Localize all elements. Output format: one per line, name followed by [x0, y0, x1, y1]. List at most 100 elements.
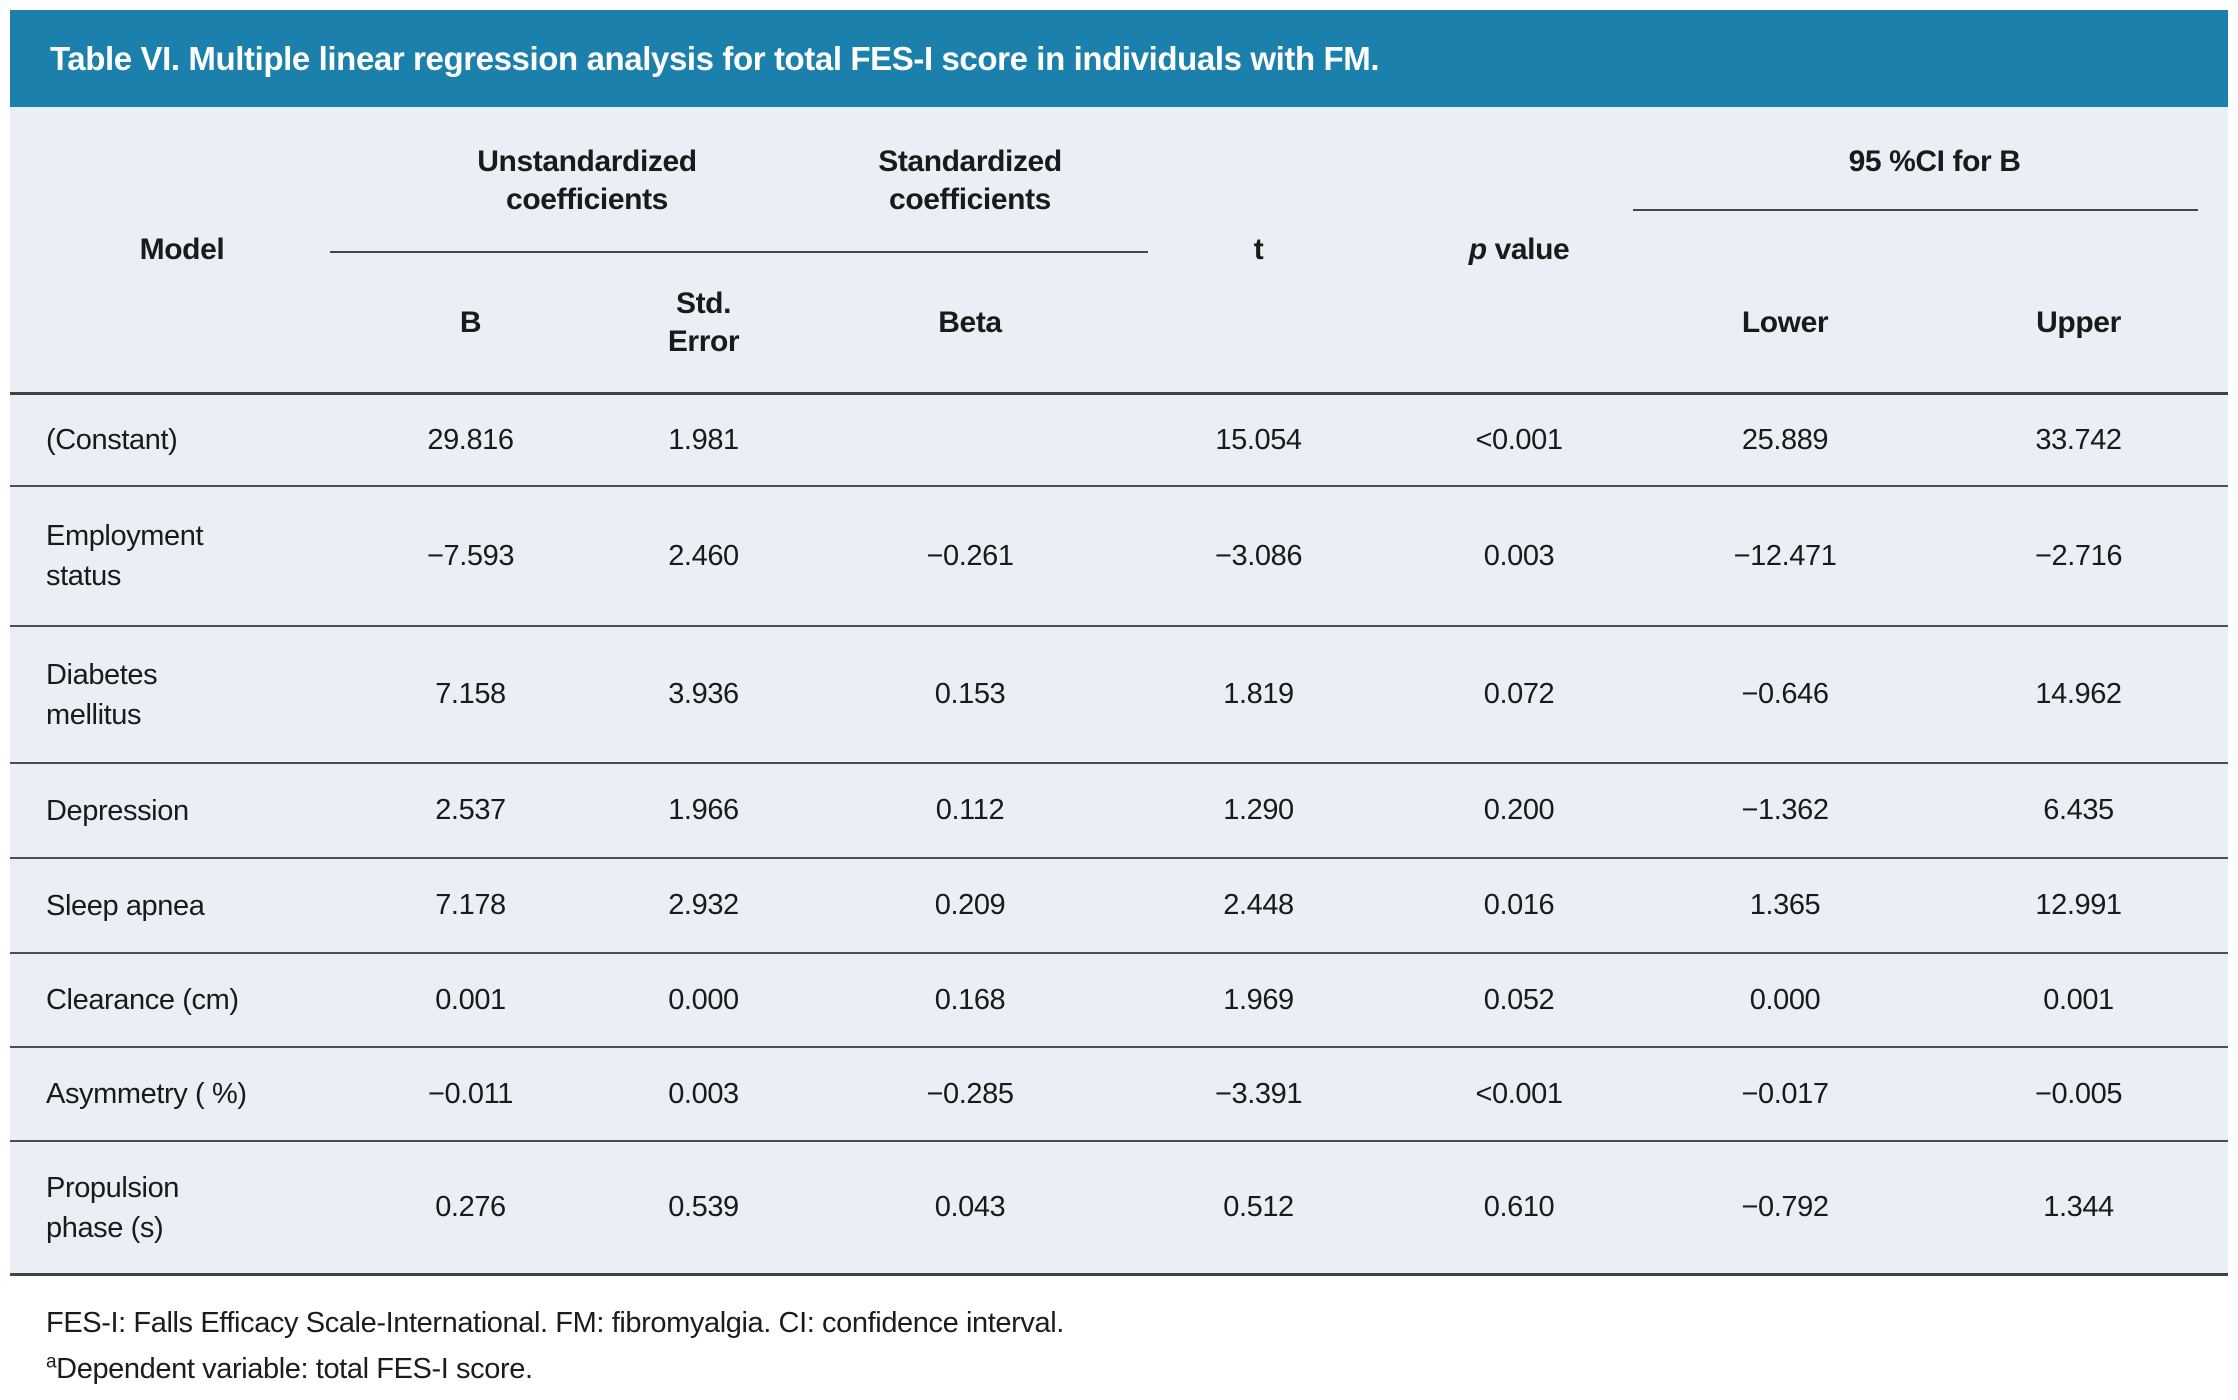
col-header-model: Model [139, 232, 225, 266]
cell-beta: 0.112 [820, 762, 1121, 857]
cell-b: 2.537 [354, 762, 587, 857]
cell-model: Clearance (cm) [10, 952, 354, 1046]
col-group-standardized: Standardized coefficients [878, 145, 1062, 216]
footnote-dependent-variable: aDependent variable: total FES-I score. [46, 1346, 1064, 1392]
cell-beta: 0.043 [820, 1140, 1121, 1276]
table-row-diabetes-mellitus: Diabetes mellitus 7.158 3.936 0.153 1.81… [10, 625, 2229, 762]
cell-beta: 0.209 [820, 857, 1121, 952]
cell-std-error: 2.932 [587, 857, 820, 952]
cell-t: 15.054 [1120, 392, 1398, 485]
cell-b: 0.001 [354, 952, 587, 1046]
col-header-std-error: Std. Error [667, 286, 740, 358]
cell-std-error: 3.936 [587, 625, 820, 762]
cell-lower: −0.646 [1641, 625, 1930, 762]
cell-b: 7.158 [354, 625, 587, 762]
ci-underline [1633, 209, 2199, 211]
p-rest: value [1486, 232, 1570, 266]
col-group-unstandardized: Unstandardized coefficients [477, 145, 697, 216]
cell-model: Diabetes mellitus [10, 625, 354, 762]
cell-model: Propulsion phase (s) [10, 1140, 354, 1276]
cell-beta [820, 392, 1121, 485]
cell-model: (Constant) [10, 392, 354, 485]
cell-beta: 0.168 [820, 952, 1121, 1046]
regression-table: Model Unstandardized coefficients Standa… [10, 107, 2229, 1276]
cell-b: 7.178 [354, 857, 587, 952]
cell-beta: 0.153 [820, 625, 1121, 762]
cell-lower: −1.362 [1641, 762, 1930, 857]
cell-p: <0.001 [1397, 392, 1642, 485]
cell-b: 29.816 [354, 392, 587, 485]
cell-lower: 0.000 [1641, 952, 1930, 1046]
cell-t: 1.969 [1120, 952, 1398, 1046]
cell-lower: 1.365 [1641, 857, 1930, 952]
cell-beta: −0.285 [820, 1046, 1121, 1140]
cell-t: 1.819 [1120, 625, 1398, 762]
cell-model: Depression [10, 762, 354, 857]
group-labels: Unstandardized coefficients Standardized… [354, 107, 1120, 219]
cell-upper: −0.005 [1929, 1046, 2229, 1140]
cell-t: −3.086 [1120, 485, 1398, 625]
table-footnotes: FES-I: Falls Efficacy Scale-Internationa… [46, 1300, 1064, 1392]
cell-t: 2.448 [1120, 857, 1398, 952]
cell-model: Employment status [10, 485, 354, 625]
footnote-abbreviations: FES-I: Falls Efficacy Scale-Internationa… [46, 1307, 1064, 1339]
cell-upper: −2.716 [1929, 485, 2229, 625]
footnote-dependent-variable-text: Dependent variable: total FES-I score. [56, 1353, 533, 1385]
cell-p: 0.016 [1397, 857, 1642, 952]
table-row-clearance: Clearance (cm) 0.001 0.000 0.168 1.969 0… [10, 952, 2229, 1046]
table-row-asymmetry: Asymmetry ( %) −0.011 0.003 −0.285 −3.39… [10, 1046, 2229, 1140]
cell-t: 0.512 [1120, 1140, 1398, 1276]
col-header-lower: Lower [1741, 305, 1829, 339]
col-header-b: B [459, 305, 482, 339]
col-group-coefficients: Unstandardized coefficients Standardized… [330, 107, 1149, 253]
cell-std-error: 1.981 [587, 392, 820, 485]
col-header-upper: Upper [2036, 305, 2121, 339]
col-header-t: t [1253, 232, 1264, 266]
cell-model: Sleep apnea [10, 857, 354, 952]
table-title-bar: Table VI. Multiple linear regression ana… [10, 10, 2228, 107]
cell-p: 0.200 [1397, 762, 1642, 857]
cell-lower: −0.792 [1641, 1140, 1930, 1276]
cell-std-error: 1.966 [587, 762, 820, 857]
cell-std-error: 0.000 [587, 952, 820, 1046]
cell-std-error: 0.539 [587, 1140, 820, 1276]
cell-upper: 14.962 [1929, 625, 2229, 762]
col-header-beta: Beta [938, 305, 1002, 339]
cell-upper: 12.991 [1929, 857, 2229, 952]
cell-std-error: 0.003 [587, 1046, 820, 1140]
cell-p: 0.072 [1397, 625, 1642, 762]
cell-upper: 6.435 [1929, 762, 2229, 857]
footnote-superscript-a: a [46, 1351, 57, 1373]
cell-lower: −0.017 [1641, 1046, 1930, 1140]
cell-b: 0.276 [354, 1140, 587, 1276]
col-group-ci: 95 %CI for B [1633, 107, 2228, 253]
coefficients-underline [330, 251, 1149, 253]
cell-p: 0.003 [1397, 485, 1642, 625]
cell-model: Asymmetry ( %) [10, 1046, 354, 1140]
cell-upper: 0.001 [1929, 952, 2229, 1046]
table-row-sleep-apnea: Sleep apnea 7.178 2.932 0.209 2.448 0.01… [10, 857, 2229, 952]
cell-std-error: 2.460 [587, 485, 820, 625]
ci-group-label: 95 %CI for B [1848, 145, 2021, 178]
p-italic: p [1468, 232, 1487, 266]
cell-b: −7.593 [354, 485, 587, 625]
table-title: Table VI. Multiple linear regression ana… [50, 39, 1380, 77]
header-row-groups: Model Unstandardized coefficients Standa… [10, 107, 2228, 266]
col-header-p-value: p value [1397, 107, 1641, 392]
table-row-propulsion-phase: Propulsion phase (s) 0.276 0.539 0.043 0… [10, 1140, 2229, 1276]
cell-upper: 33.742 [1929, 392, 2229, 485]
table-row-depression: Depression 2.537 1.966 0.112 1.290 0.200… [10, 762, 2229, 857]
cell-lower: 25.889 [1641, 392, 1930, 485]
cell-p: <0.001 [1397, 1046, 1642, 1140]
table-row-employment-status: Employment status −7.593 2.460 −0.261 −3… [10, 485, 2229, 625]
cell-beta: −0.261 [820, 485, 1121, 625]
cell-lower: −12.471 [1641, 485, 1930, 625]
header-row-subcolumns: B Std. Error Beta Lower Upper [10, 253, 2228, 392]
cell-upper: 1.344 [1929, 1140, 2229, 1276]
cell-b: −0.011 [354, 1046, 587, 1140]
cell-p: 0.052 [1397, 952, 1642, 1046]
cell-p: 0.610 [1397, 1140, 1642, 1276]
table-row-constant: (Constant) 29.816 1.981 15.054 <0.001 25… [10, 392, 2229, 485]
cell-t: −3.391 [1120, 1046, 1398, 1140]
